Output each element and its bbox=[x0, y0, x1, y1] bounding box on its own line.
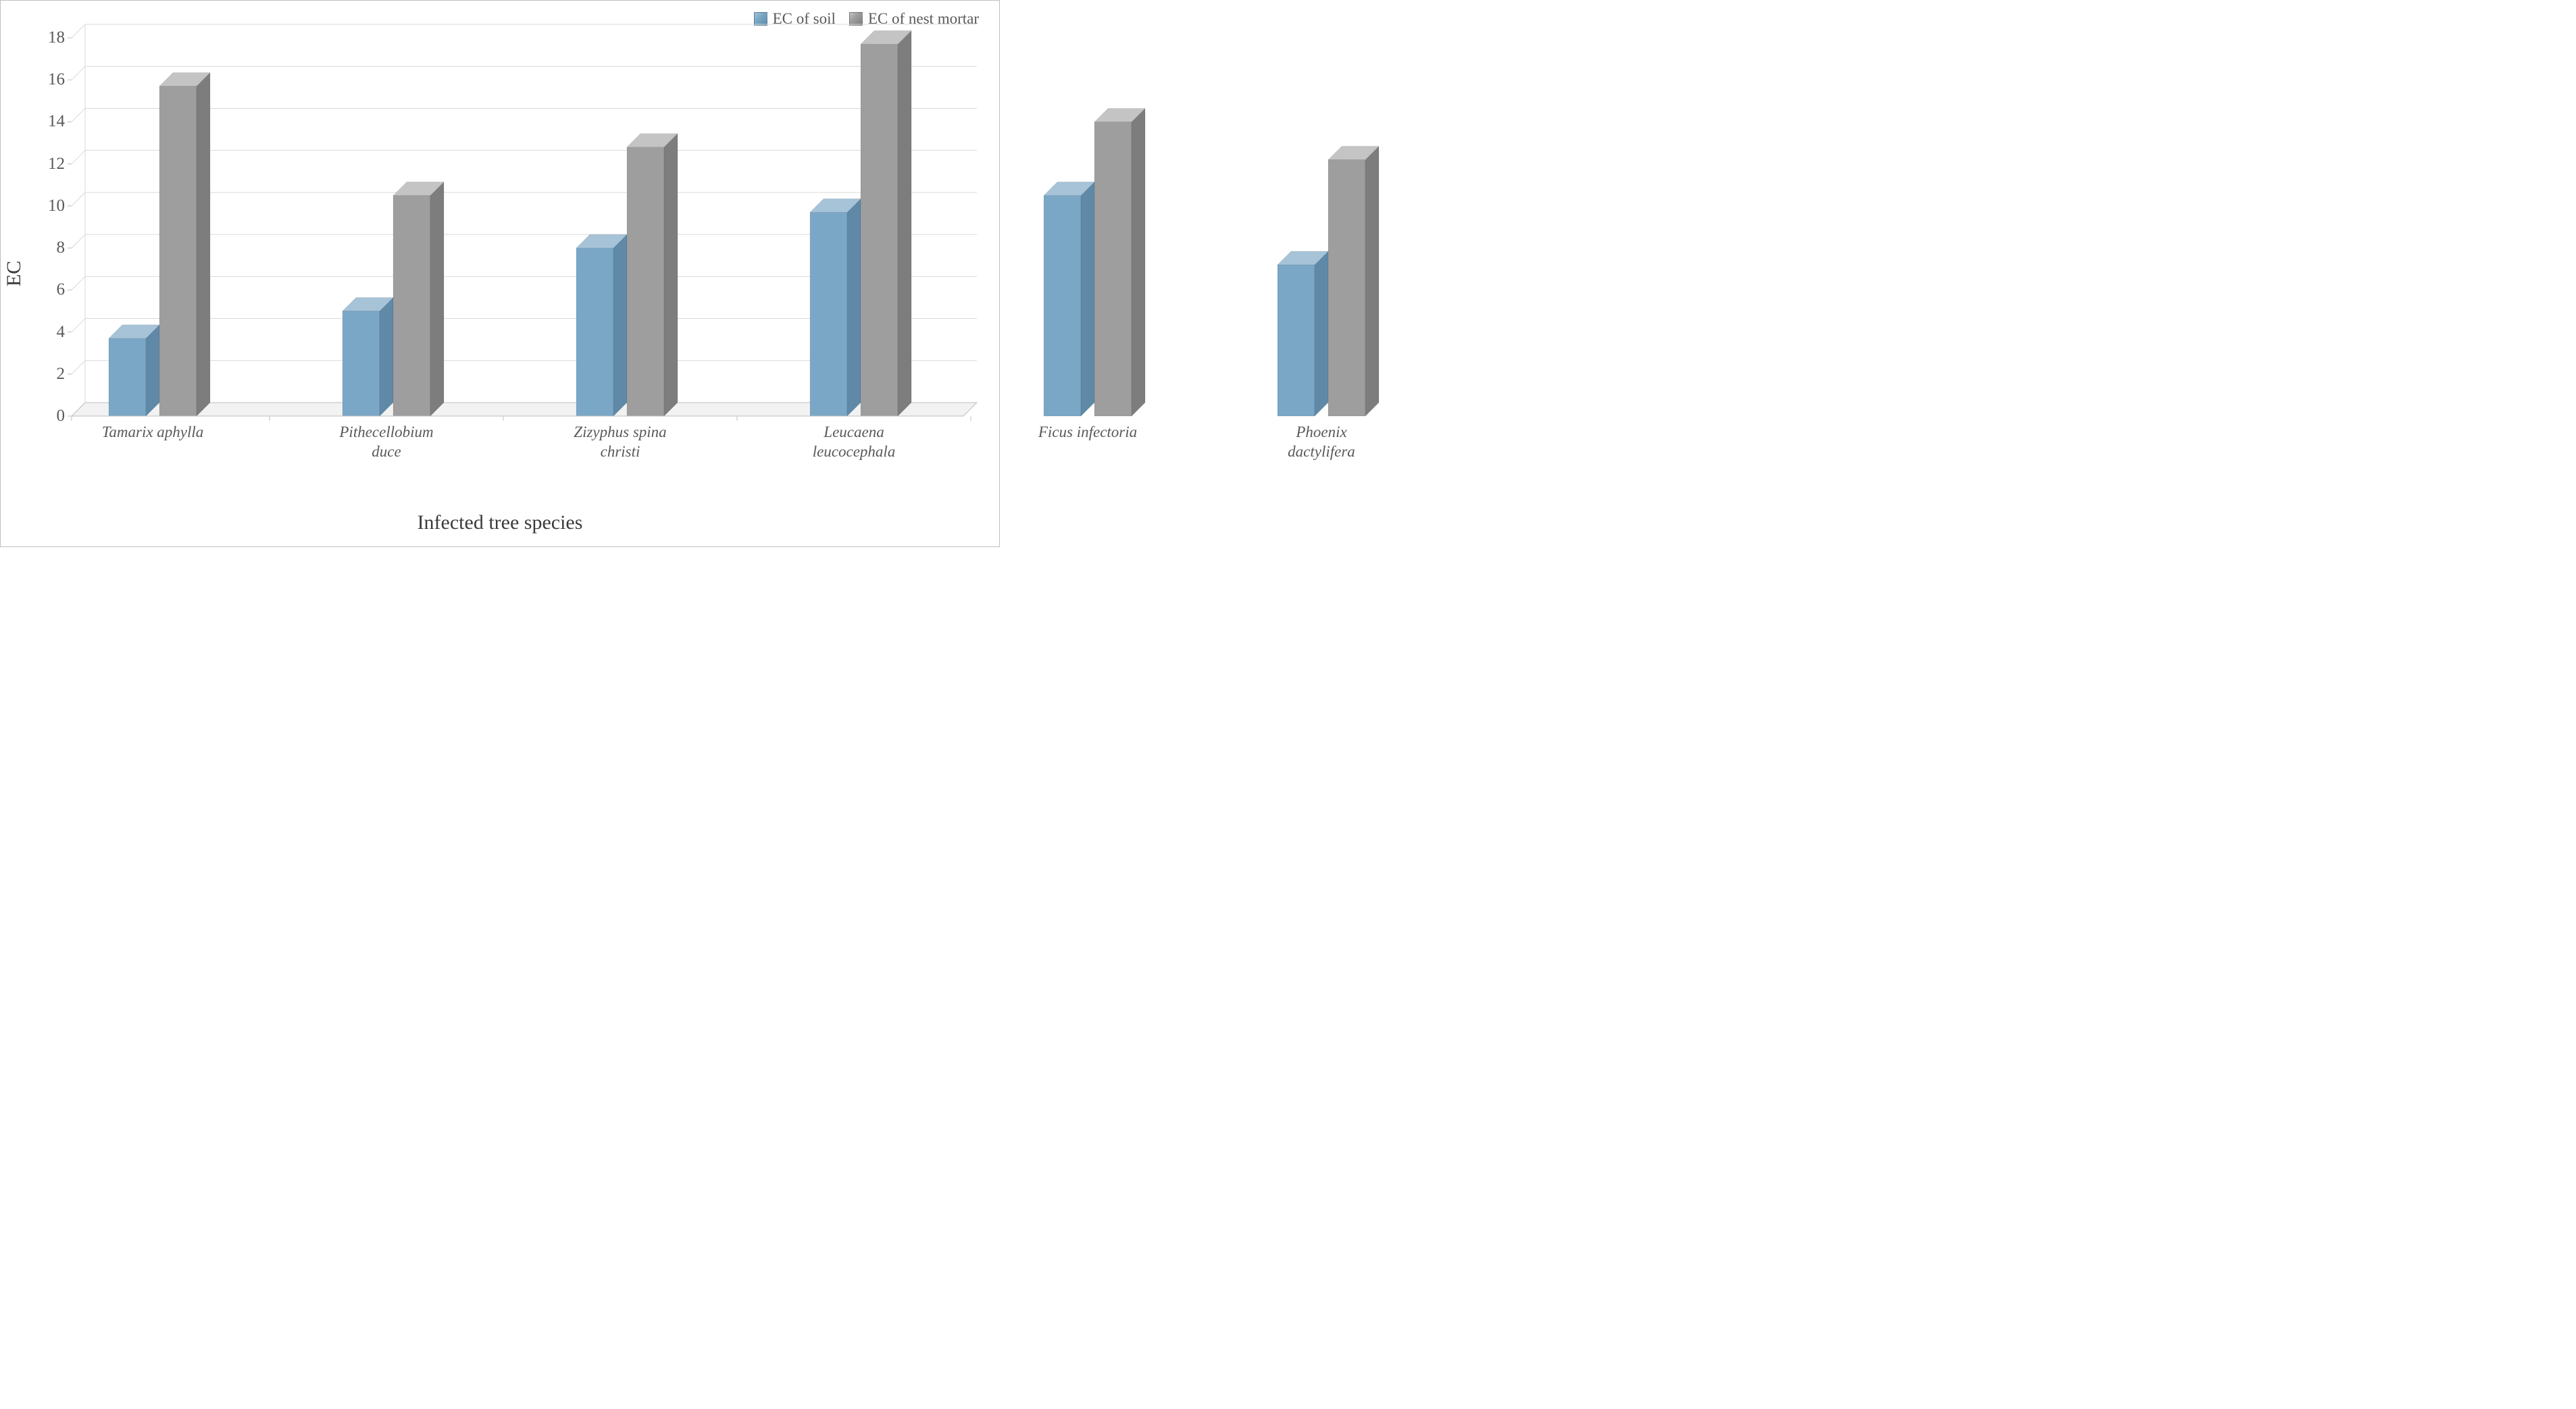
chart-container: EC of soilEC of nest mortar EC 024681012… bbox=[0, 0, 1000, 547]
legend-item: EC of nest mortar bbox=[849, 10, 979, 28]
x-tick-label: Ficus infectoria bbox=[1017, 423, 1159, 442]
x-tick-label: Pithecellobiumduce bbox=[315, 423, 457, 462]
y-tick-label: 0 bbox=[31, 407, 65, 426]
legend-label: EC of nest mortar bbox=[868, 10, 979, 28]
x-axis-title: Infected tree species bbox=[418, 511, 583, 534]
x-axis-labels: Tamarix aphylla Pithecellobiumduce Zizyphu… bbox=[72, 423, 977, 477]
y-tick-label: 12 bbox=[31, 155, 65, 174]
legend-swatch bbox=[754, 12, 767, 26]
chart-svg bbox=[72, 38, 977, 416]
y-tick-label: 10 bbox=[31, 197, 65, 215]
legend-swatch bbox=[849, 12, 863, 26]
legend-label: EC of soil bbox=[773, 10, 836, 28]
legend-item: EC of soil bbox=[754, 10, 836, 28]
y-axis-title: EC bbox=[3, 261, 26, 286]
y-tick-label: 14 bbox=[31, 112, 65, 131]
legend: EC of soil EC of nest mortar bbox=[740, 10, 979, 30]
y-tick-label: 2 bbox=[31, 365, 65, 384]
y-tick-label: 18 bbox=[31, 28, 65, 47]
y-tick-label: 16 bbox=[31, 70, 65, 89]
y-tick-label: 6 bbox=[31, 280, 65, 299]
x-tick-label: Phoenixdactylifera bbox=[1251, 423, 1392, 462]
y-tick-label: 8 bbox=[31, 238, 65, 257]
x-tick-label: Tamarix aphylla bbox=[82, 423, 224, 442]
x-tick-label: Zizyphus spinachristi bbox=[549, 423, 691, 462]
x-tick-label: Leucaenaleucocephala bbox=[783, 423, 925, 462]
y-tick-label: 4 bbox=[31, 323, 65, 342]
plot-area: 024681012141618 bbox=[72, 38, 977, 416]
